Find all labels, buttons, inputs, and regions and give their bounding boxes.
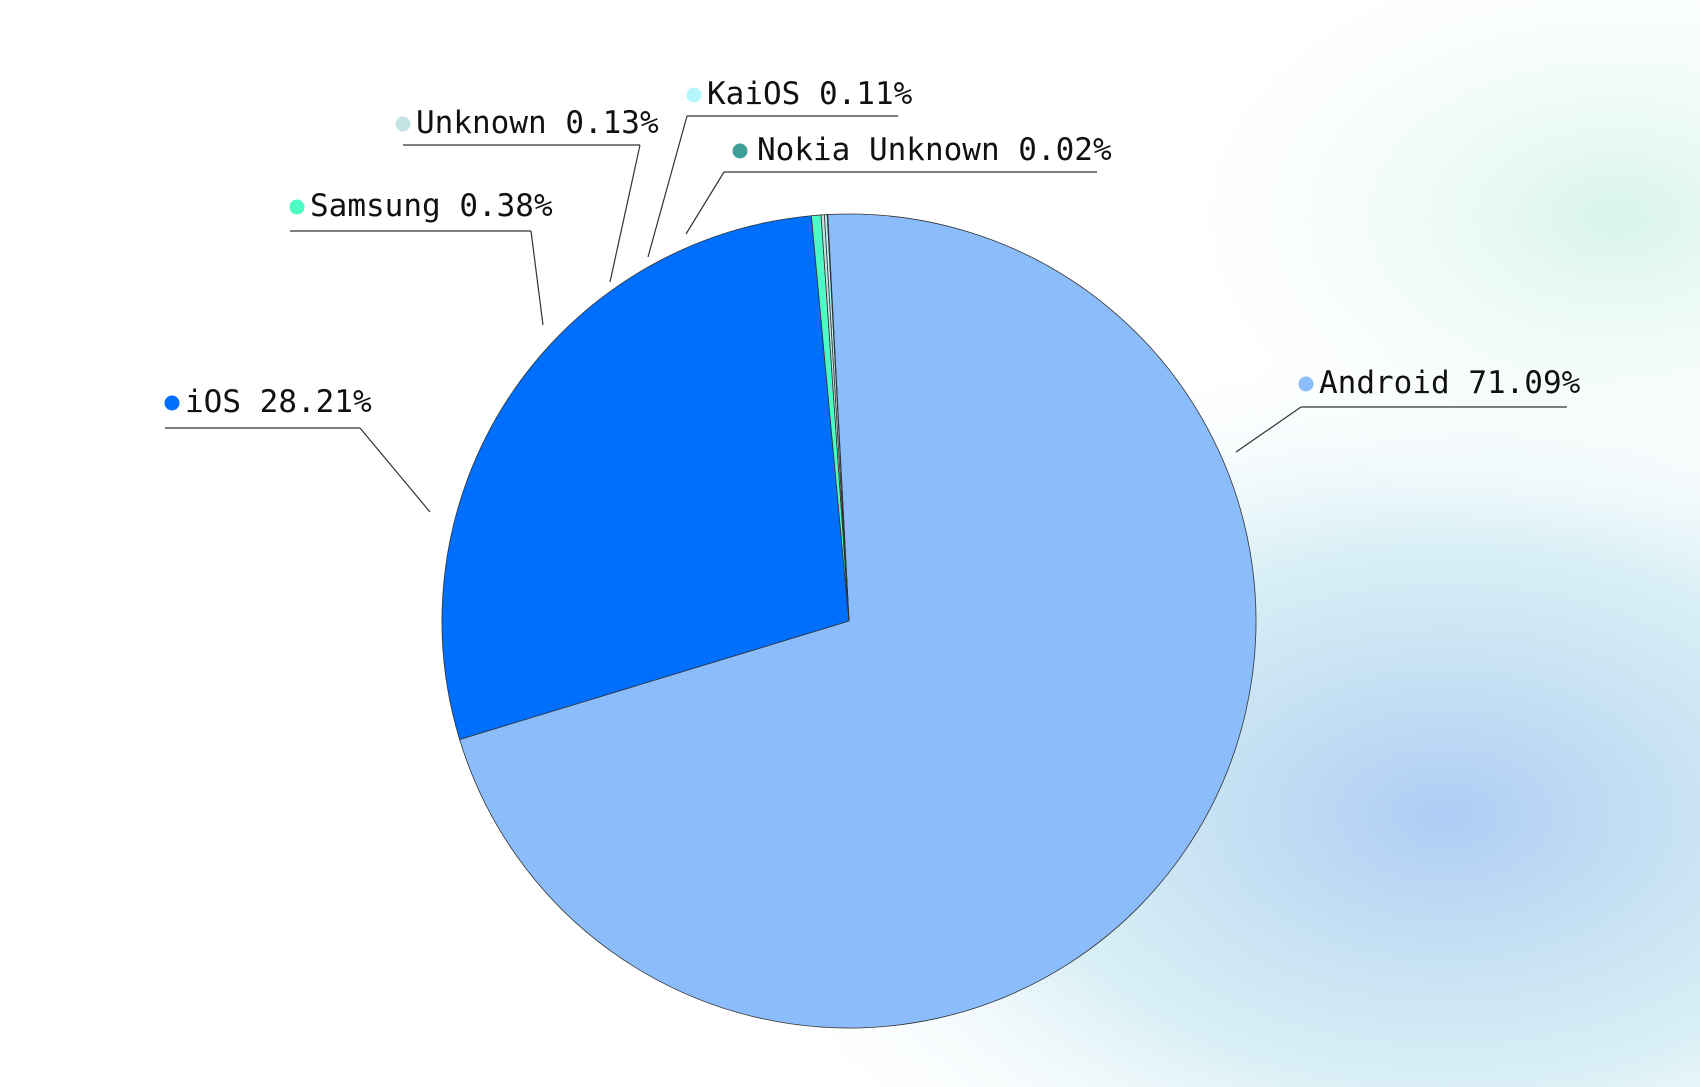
legend-dot [395,116,411,132]
legend-dot [686,87,702,103]
pie-slice [459,213,1257,1029]
pie-slice [826,214,850,622]
legend-dot [732,143,748,159]
slice-label: Nokia Unknown 0.02% [757,132,1112,168]
value-label: 28.21% [260,384,372,420]
category-name: iOS [185,384,241,420]
leader-line [359,427,431,513]
value-label: 0.11% [819,76,913,112]
leader-line [647,115,688,258]
pie [441,213,1257,1029]
value-label: 71.09% [1468,365,1580,401]
leader-line [685,171,725,235]
category-name: Samsung [310,188,441,224]
legend-dot [1298,376,1314,392]
labels: Android 71.09% iOS 28.21% Samsung 0.38% Unknow… [164,76,1581,513]
slice-label: Samsung 0.38% [310,188,553,224]
leader-line [1235,406,1302,453]
category-name: Android [1319,365,1450,401]
category-name: Nokia Unknown [757,132,1000,168]
leader-line [530,230,544,326]
pie-slice [441,215,850,740]
slice-label: iOS 28.21% [185,384,372,420]
category-name: Unknown [416,105,547,141]
legend-dot [164,395,180,411]
value-label: 0.38% [459,188,553,224]
value-label: 0.02% [1018,132,1112,168]
slice-label: Unknown 0.13% [416,105,659,141]
slice-label: KaiOS 0.11% [707,76,913,112]
leader-line [609,144,641,283]
category-name: KaiOS [707,76,800,112]
legend-dot [289,199,305,215]
value-label: 0.13% [565,105,659,141]
slice-label: Android 71.09% [1319,365,1581,401]
